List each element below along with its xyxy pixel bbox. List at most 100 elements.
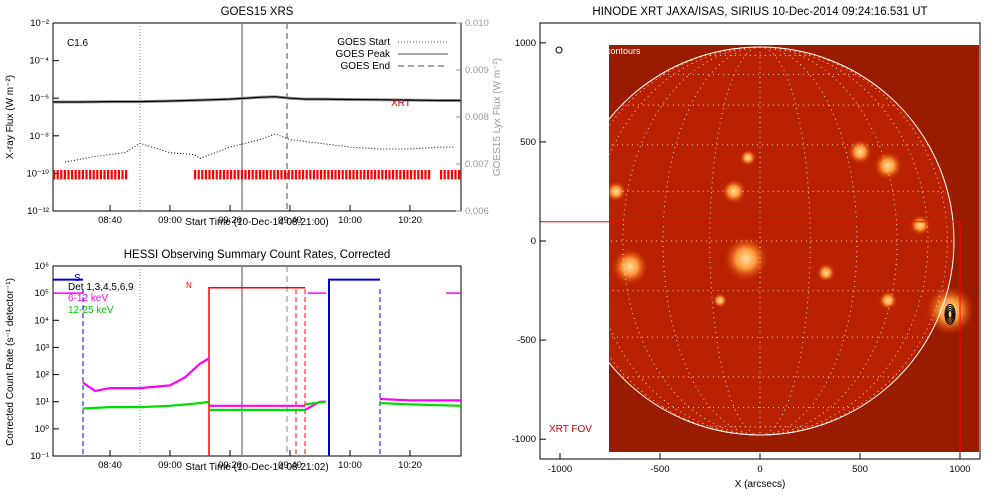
goes-xrt-coverage-bar [251, 170, 254, 180]
goes-xrt-coverage-bar [356, 170, 359, 180]
xrt-image [609, 45, 979, 452]
goes-xrt-coverage-bar [458, 170, 461, 180]
goes-ylabel: X-ray Flux (W m⁻²) [5, 75, 16, 159]
goes-xrt-coverage-bar [440, 170, 443, 180]
longitude-line [609, 46, 761, 436]
goes-xrt-coverage-bar [384, 170, 387, 180]
goes-x-ticks: 08:40 09:00 09:20 09:40 10:00 10:20 [98, 205, 422, 226]
goes-xrt-coverage-bar [406, 170, 409, 180]
goes-xrt-coverage-bar [96, 170, 99, 180]
hessi-panel: HESSI Observing Summary Count Rates, Cor… [5, 249, 462, 473]
hessi-612-line [379, 397, 461, 402]
goes-xrt-coverage-bar [110, 170, 113, 180]
goes-xrt-coverage-bar [359, 170, 362, 180]
goes-xrt-coverage-bar [197, 170, 200, 180]
hessi-series [82, 357, 462, 411]
hessi-y-tick-label: 10⁴ [34, 315, 49, 326]
goes-y-tick-label: 10⁻⁴ [29, 56, 49, 67]
active-region-blob [874, 151, 902, 180]
goes-xrt-coverage-bar [327, 170, 330, 180]
goes-legend-label: GOES End [341, 61, 390, 72]
xrt-y-ticks: 1000 500 0 -500 -1000 [512, 38, 546, 445]
goes-xrt-coverage-bar [410, 170, 413, 180]
hessi-y-tick-label: 10⁶ [35, 261, 50, 272]
goes-plot-frame [52, 22, 462, 212]
hessi-x-tick-label: 09:20 [218, 460, 242, 471]
hessi-det-label: Det 1,3,4,5,6,9 [68, 282, 134, 293]
xrt-x-tick-label: 1000 [949, 464, 970, 475]
goes-xrt-coverage-bar [399, 170, 402, 180]
hessi-s-label: S [74, 273, 81, 284]
active-region-blob [612, 248, 648, 285]
hessi-y-ticks: 10⁶ 10⁵ 10⁴ 10³ 10² 10¹ 10⁰ 10⁻¹ [30, 261, 59, 462]
goes-xrt-coverage-bar [454, 170, 457, 180]
xrt-map-panel: HINODE XRT JAXA/ISAS, SIRIUS 10-Dec-2014… [512, 6, 981, 490]
flare-contour-ring [945, 305, 955, 323]
goes-xrt-coverage-bar [352, 170, 355, 180]
hessi-state-lines [53, 278, 461, 456]
xrt-x-tick-label: -1000 [548, 464, 572, 475]
xrt-contour-label: contours [606, 46, 641, 56]
xrt-x-tick-label: 0 [757, 464, 762, 475]
goes-xrt-coverage-bar [201, 170, 204, 180]
goes-xrt-coverage-bar [60, 170, 63, 180]
goes-x-tick-label: 10:20 [398, 215, 422, 226]
active-region-blob [713, 293, 727, 308]
goes-panel: GOES15 XRS 10⁻² 10⁻⁴ 10⁻⁶ 10⁻⁸ 10⁻¹⁰ 10⁻¹² 0.… [5, 6, 503, 228]
hessi-ch2-label: 12-25 keV [68, 305, 114, 316]
goes-xrt-coverage-bar [413, 170, 416, 180]
hessi-x-tick-label: 10:20 [398, 460, 422, 471]
goes-xrt-coverage-bar [125, 170, 128, 180]
goes-xrt-coverage-bar [363, 170, 366, 180]
goes-xrt-coverage-bar [212, 170, 215, 180]
goes-xrt-coverage-bar [312, 170, 315, 180]
hessi-n-level [208, 286, 305, 456]
goes-legend-label: GOES Peak [336, 49, 391, 60]
goes-xrt-coverage-bar [428, 170, 431, 180]
flare-contour-ring [947, 309, 953, 319]
goes-x-tick-label: 08:40 [98, 215, 122, 226]
goes-long-channel-line [53, 96, 461, 103]
goes-x-tick-label: 09:00 [158, 215, 182, 226]
goes-xrt-coverage-bar [273, 170, 276, 180]
goes-xrt-coverage-bar [89, 170, 92, 180]
goes-xrt-coverage-bar [194, 170, 197, 180]
active-region-blob [722, 179, 746, 204]
goes-xrt-coverage-bar [320, 170, 323, 180]
goes-y-tick-label: 10⁻¹² [27, 206, 49, 217]
hessi-ch1-label: 6-12 keV [68, 293, 108, 304]
goes-xrt-coverage-bar [248, 170, 251, 180]
goes-x-tick-label: 09:40 [278, 215, 302, 226]
goes-xrt-coverage-bar [215, 170, 218, 180]
goes-xrt-coverage-bar [345, 170, 348, 180]
goes-xrt-coverage-bar [388, 170, 391, 180]
goes-xrt-coverage-bar [424, 170, 427, 180]
goes-xrt-coverage-bar [377, 170, 380, 180]
goes-xrt-coverage-bar [103, 170, 106, 180]
goes-xrt-coverage-bar [402, 170, 405, 180]
goes-xrt-coverage-bar [291, 170, 294, 180]
goes-xrt-coverage-bar [53, 170, 56, 180]
goes-y-ticks-right: 0.010 0.009 0.008 0.007 0.006 [456, 18, 489, 217]
goes-xrt-coverage-bar [420, 170, 423, 180]
goes-xlabel: Start Time (10-Dec-14 08:21:00) [185, 217, 328, 228]
goes-xrt-coverage-bar [374, 170, 377, 180]
xrt-title: HINODE XRT JAXA/ISAS, SIRIUS 10-Dec-2014… [592, 6, 927, 18]
goes-y-tick-right-label: 0.008 [465, 112, 489, 123]
goes-legend-label: GOES Start [337, 37, 390, 48]
goes-xrt-coverage-bar [348, 170, 351, 180]
goes-xrt-coverage-bar [78, 170, 81, 180]
goes-xrt-coverage-bar [417, 170, 420, 180]
goes-xrt-coverage-bar [302, 170, 305, 180]
hessi-x-tick-label: 09:40 [278, 460, 302, 471]
goes-xrt-coverage-bar [447, 170, 450, 180]
hessi-title: HESSI Observing Summary Count Rates, Cor… [124, 249, 391, 261]
goes-y-tick-label: 10⁻⁸ [29, 131, 49, 142]
goes-xrt-coverage-bar [284, 170, 287, 180]
goes-xrt-coverage-bar [266, 170, 269, 180]
goes-y-tick-right-label: 0.010 [465, 18, 489, 29]
hessi-n-label: N [186, 281, 192, 290]
hessi-1225-line [304, 400, 327, 406]
goes-y-ticks: 10⁻² 10⁻⁴ 10⁻⁶ 10⁻⁸ 10⁻¹⁰ 10⁻¹² [26, 18, 59, 217]
